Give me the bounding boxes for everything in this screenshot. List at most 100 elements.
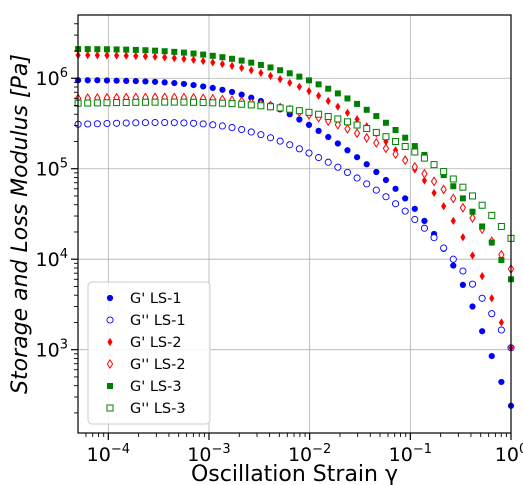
x-axis-title: Oscillation Strain γ: [191, 462, 398, 485]
y-tick-exponent: 5: [60, 157, 68, 172]
data-point: [113, 46, 120, 53]
data-point: [334, 163, 342, 171]
data-point: [277, 75, 283, 84]
data-point: [440, 172, 447, 179]
data-point: [151, 98, 159, 106]
data-point: [344, 147, 351, 154]
data-point: [459, 183, 467, 191]
y-tick-base: 10: [36, 68, 60, 90]
y-tick-label: 103: [36, 338, 68, 362]
data-point: [411, 161, 418, 172]
data-point: [123, 77, 130, 84]
y-tick-base: 10: [36, 249, 60, 271]
data-point: [344, 108, 351, 117]
data-point: [161, 79, 168, 86]
data-point: [450, 216, 456, 226]
x-tick-label: 10−3: [187, 442, 230, 466]
data-point: [305, 108, 313, 116]
legend-marker: [106, 316, 114, 324]
data-point: [238, 125, 246, 134]
data-point: [141, 119, 149, 127]
legend-label: G' LS-1: [130, 291, 182, 307]
series-3: [74, 92, 515, 275]
data-point: [113, 99, 121, 107]
data-point: [258, 68, 264, 78]
data-point: [383, 137, 389, 146]
data-point: [325, 96, 331, 106]
data-point: [478, 201, 486, 209]
data-point: [441, 202, 447, 211]
data-point: [325, 85, 332, 92]
y-tick-label: 104: [36, 247, 68, 271]
data-point: [459, 195, 466, 202]
data-point: [450, 262, 457, 269]
data-point: [450, 183, 457, 190]
data-point: [488, 352, 495, 360]
data-point: [469, 303, 476, 310]
data-point: [228, 88, 236, 96]
data-point: [210, 58, 216, 67]
data-point: [84, 46, 91, 53]
data-point: [296, 73, 303, 80]
x-tick-exponent: −3: [211, 442, 230, 457]
data-point: [287, 78, 293, 87]
data-point: [257, 61, 264, 68]
y-tick-label: 105: [36, 157, 68, 181]
data-point: [343, 118, 351, 126]
data-point: [247, 101, 255, 109]
data-point: [344, 123, 351, 134]
data-point: [123, 51, 129, 60]
data-point: [296, 116, 303, 123]
data-point: [392, 149, 399, 160]
data-point: [94, 46, 101, 53]
legend-label: G'' LS-1: [130, 313, 186, 329]
legend-marker: [106, 294, 114, 302]
data-point: [123, 46, 130, 53]
data-point: [247, 128, 255, 136]
data-point: [324, 158, 332, 166]
data-point: [402, 134, 409, 141]
data-point: [257, 131, 265, 139]
data-point: [103, 119, 111, 128]
data-point: [142, 52, 149, 61]
data-point: [181, 54, 187, 64]
data-point: [295, 107, 303, 115]
data-point: [238, 57, 245, 64]
data-points: [74, 46, 515, 409]
data-point: [141, 98, 149, 106]
data-point: [103, 77, 111, 84]
data-point: [411, 215, 419, 224]
data-point: [306, 87, 312, 96]
data-point: [478, 294, 486, 302]
x-tick-base: 10: [288, 444, 312, 466]
data-point: [93, 120, 101, 128]
x-tick-exponent: −4: [111, 442, 130, 457]
data-point: [276, 137, 284, 145]
data-point: [189, 119, 198, 127]
data-point: [411, 148, 419, 156]
x-tick-exponent: −1: [413, 442, 432, 457]
y-tick-exponent: 6: [60, 66, 68, 81]
data-point: [401, 155, 409, 166]
data-point: [209, 99, 217, 107]
data-point: [402, 195, 409, 202]
legend-label: G'' LS-3: [130, 401, 186, 417]
data-point: [440, 168, 448, 176]
data-point: [440, 244, 448, 252]
data-point: [479, 328, 486, 335]
data-point: [353, 121, 361, 129]
data-point: [334, 90, 341, 97]
data-point: [353, 154, 361, 161]
data-point: [209, 84, 216, 92]
data-point: [440, 184, 447, 195]
data-point: [334, 119, 342, 130]
data-point: [219, 54, 226, 61]
x-tick-labels: 10−410−310−210−1100: [87, 442, 523, 466]
data-point: [430, 234, 438, 242]
legend-box: [87, 281, 211, 425]
data-point: [392, 137, 400, 145]
data-point: [180, 49, 187, 56]
data-point: [479, 223, 486, 230]
data-point: [238, 91, 245, 98]
data-point: [142, 47, 149, 54]
